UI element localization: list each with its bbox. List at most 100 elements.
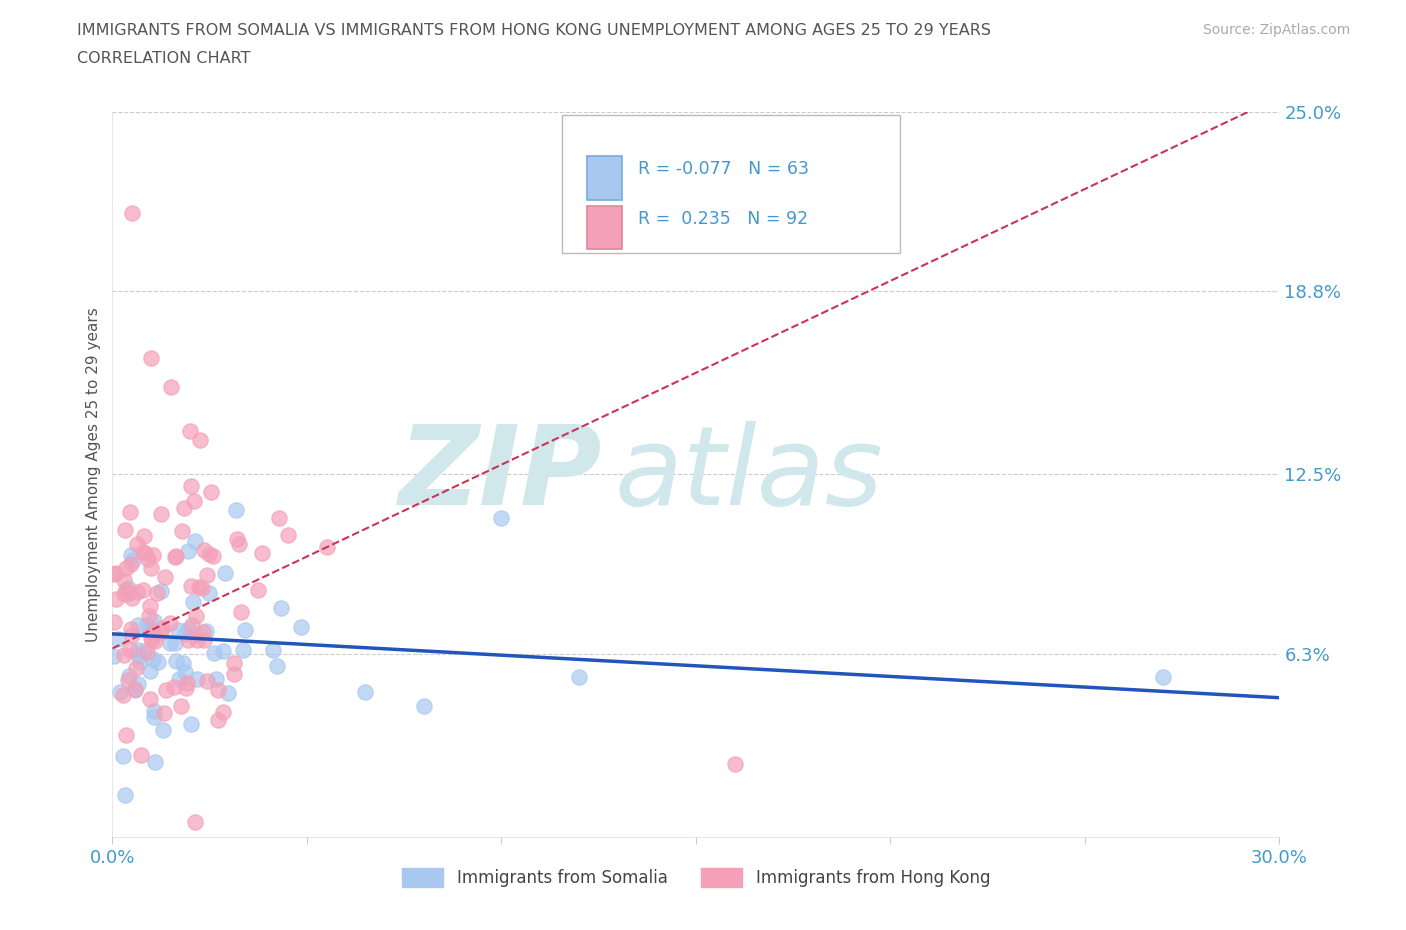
Bar	[588, 206, 623, 249]
Point	[207, 683, 229, 698]
Point	[225, 502, 247, 517]
Point	[111, 687, 134, 702]
Point	[127, 585, 149, 600]
Point	[202, 645, 225, 660]
Point	[184, 815, 207, 830]
Point	[173, 627, 195, 642]
Point	[174, 681, 197, 696]
Point	[200, 485, 222, 499]
Point	[107, 631, 129, 646]
Point	[198, 585, 221, 600]
Point	[114, 582, 136, 597]
FancyBboxPatch shape	[562, 115, 900, 253]
Point	[104, 591, 127, 606]
Point	[142, 548, 165, 563]
Point	[120, 621, 142, 636]
Point	[112, 749, 135, 764]
Point	[150, 625, 173, 640]
Point	[146, 654, 169, 669]
Point	[127, 537, 149, 551]
Point	[170, 698, 193, 713]
Bar	[588, 156, 623, 200]
Point	[165, 548, 187, 563]
Point	[186, 609, 208, 624]
Point	[250, 546, 273, 561]
Point	[139, 664, 162, 679]
Point	[121, 628, 143, 643]
Point	[179, 423, 201, 438]
Legend: Immigrants from Somalia, Immigrants from Hong Kong: Immigrants from Somalia, Immigrants from…	[395, 861, 997, 894]
Point	[143, 704, 166, 719]
Point	[134, 528, 156, 543]
Point	[269, 511, 291, 525]
Point	[142, 625, 165, 640]
Text: IMMIGRANTS FROM SOMALIA VS IMMIGRANTS FROM HONG KONG UNEMPLOYMENT AMONG AGES 25 : IMMIGRANTS FROM SOMALIA VS IMMIGRANTS FR…	[77, 23, 991, 38]
Point	[211, 644, 233, 658]
Point	[316, 539, 339, 554]
Point	[188, 432, 211, 447]
Point	[191, 580, 214, 595]
Point	[136, 618, 159, 632]
Point	[198, 547, 221, 562]
Point	[143, 634, 166, 649]
Point	[120, 643, 142, 658]
Point	[228, 537, 250, 551]
Point	[152, 706, 174, 721]
Y-axis label: Unemployment Among Ages 25 to 29 years: Unemployment Among Ages 25 to 29 years	[86, 307, 101, 642]
Point	[124, 681, 146, 696]
Text: R = -0.077   N = 63: R = -0.077 N = 63	[638, 160, 808, 179]
Point	[121, 206, 143, 220]
Point	[211, 704, 233, 719]
Point	[103, 566, 125, 581]
Point	[232, 642, 254, 657]
Point	[177, 621, 200, 636]
Point	[183, 628, 205, 643]
Point	[412, 699, 434, 714]
Point	[138, 622, 160, 637]
Point	[118, 585, 141, 600]
Point	[354, 684, 377, 699]
Point	[217, 685, 239, 700]
Point	[225, 532, 247, 547]
Point	[290, 619, 312, 634]
Point	[163, 635, 186, 650]
Point	[186, 671, 208, 686]
Point	[193, 625, 215, 640]
Point	[121, 553, 143, 568]
Point	[266, 658, 288, 673]
Point	[195, 673, 218, 688]
Point	[139, 631, 162, 645]
Text: atlas: atlas	[614, 420, 883, 528]
Point	[214, 566, 236, 581]
Point	[139, 598, 162, 613]
Point	[127, 643, 149, 658]
Point	[127, 676, 149, 691]
Point	[176, 632, 198, 647]
Point	[166, 623, 188, 638]
Point	[138, 608, 160, 623]
Point	[150, 620, 173, 635]
Point	[202, 549, 225, 564]
Point	[118, 504, 141, 519]
Point	[136, 552, 159, 567]
Point	[165, 654, 187, 669]
Point	[222, 667, 245, 682]
Point	[142, 652, 165, 667]
Point	[170, 524, 193, 538]
Point	[155, 569, 177, 584]
Point	[141, 561, 163, 576]
Point	[186, 632, 208, 647]
Point	[193, 543, 215, 558]
Text: ZIP: ZIP	[399, 420, 603, 528]
Point	[128, 655, 150, 670]
Text: CORRELATION CHART: CORRELATION CHART	[77, 51, 250, 66]
Point	[224, 656, 246, 671]
Point	[568, 670, 591, 684]
Point	[174, 665, 197, 680]
Text: Source: ZipAtlas.com: Source: ZipAtlas.com	[1202, 23, 1350, 37]
Point	[112, 587, 135, 602]
Point	[180, 478, 202, 493]
Point	[141, 632, 163, 647]
Point	[128, 648, 150, 663]
Point	[184, 534, 207, 549]
